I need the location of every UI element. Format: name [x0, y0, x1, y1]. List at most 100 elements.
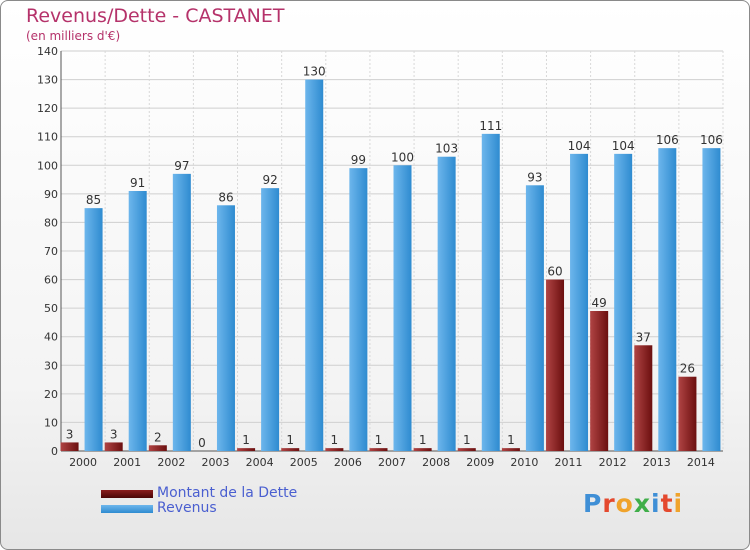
- logo-letter: i: [673, 489, 684, 518]
- bar-revenus: [702, 148, 721, 451]
- grid-lines: [60, 50, 724, 452]
- bars: [60, 79, 721, 452]
- bar-dette: [678, 376, 697, 451]
- x-tick-label: 2010: [510, 456, 538, 469]
- bar-revenus: [570, 153, 589, 451]
- data-label-dette: 3: [110, 427, 118, 441]
- data-label-revenus: 106: [656, 133, 679, 147]
- bar-revenus: [305, 79, 324, 452]
- bar-dette: [281, 448, 300, 451]
- data-label-dette: 1: [375, 433, 383, 447]
- bar-revenus: [128, 191, 147, 451]
- legend-swatch-dette: [101, 490, 153, 498]
- x-tick-label: 2004: [246, 456, 274, 469]
- x-tick-label: 2003: [201, 456, 229, 469]
- data-label-dette: 1: [507, 433, 515, 447]
- bar-dette: [457, 448, 476, 451]
- bar-revenus: [481, 133, 500, 451]
- y-tick-label: 60: [44, 274, 58, 287]
- x-tick-label: 2000: [69, 456, 97, 469]
- data-label-revenus: 97: [174, 159, 189, 173]
- data-label-dette: 49: [592, 296, 607, 310]
- bar-revenus: [172, 173, 191, 451]
- data-label-revenus: 85: [86, 193, 101, 207]
- logo-letter: t: [660, 489, 674, 518]
- legend-label-revenus: Revenus: [157, 500, 217, 516]
- data-label-dette: 0: [198, 436, 206, 450]
- y-tick-label: 120: [37, 102, 58, 115]
- chart-subtitle: (en milliers d'€): [26, 29, 121, 43]
- data-label-revenus: 106: [700, 133, 723, 147]
- legend-label-dette: Montant de la Dette: [157, 485, 298, 501]
- y-tick-label: 90: [44, 188, 58, 201]
- data-label-revenus: 103: [435, 142, 458, 156]
- bar-dette: [546, 279, 565, 451]
- bar-revenus: [261, 188, 280, 451]
- y-tick-label: 110: [37, 131, 58, 144]
- y-tick-label: 130: [37, 74, 58, 87]
- x-tick-label: 2014: [687, 456, 715, 469]
- bar-dette: [104, 442, 123, 451]
- legend-swatch-revenus: [101, 505, 153, 513]
- bar-revenus: [84, 208, 103, 451]
- bar-revenus: [216, 205, 235, 451]
- bar-dette: [60, 442, 79, 451]
- x-tick-label: 2007: [378, 456, 406, 469]
- bar-dette: [634, 345, 653, 451]
- bar-dette: [148, 445, 167, 451]
- y-tick-label: 20: [44, 388, 58, 401]
- bar-revenus: [658, 148, 677, 451]
- x-tick-label: 2009: [466, 456, 494, 469]
- bar-dette: [369, 448, 388, 451]
- y-tick-label: 70: [44, 245, 58, 258]
- x-tick-label: 2008: [422, 456, 450, 469]
- data-label-dette: 2: [154, 430, 162, 444]
- y-tick-label: 10: [44, 416, 58, 429]
- y-tick-label: 140: [37, 45, 58, 58]
- data-label-revenus: 86: [218, 190, 233, 204]
- data-label-dette: 1: [331, 433, 339, 447]
- x-tick-label: 2001: [113, 456, 141, 469]
- data-label-revenus: 93: [527, 170, 542, 184]
- x-tick-label: 2005: [290, 456, 318, 469]
- data-label-dette: 1: [463, 433, 471, 447]
- data-label-revenus: 92: [262, 173, 277, 187]
- logo-letter: x: [633, 489, 651, 518]
- data-label-revenus: 111: [479, 119, 502, 133]
- data-label-revenus: 130: [303, 65, 326, 79]
- y-tick-label: 0: [51, 445, 58, 458]
- data-label-dette: 1: [286, 433, 294, 447]
- data-label-dette: 37: [636, 330, 651, 344]
- y-tick-label: 100: [37, 159, 58, 172]
- data-label-dette: 1: [419, 433, 427, 447]
- data-label-revenus: 104: [568, 139, 591, 153]
- bar-dette: [590, 311, 609, 451]
- data-label-dette: 26: [680, 362, 695, 376]
- bar-revenus: [525, 185, 544, 452]
- data-label-dette: 60: [547, 265, 562, 279]
- y-tick-label: 30: [44, 359, 58, 372]
- data-label-revenus: 91: [130, 176, 145, 190]
- y-tick-label: 40: [44, 331, 58, 344]
- bar-dette: [325, 448, 344, 451]
- data-label-revenus: 100: [391, 150, 414, 164]
- logo-letter: o: [615, 489, 634, 518]
- bar-revenus: [437, 156, 456, 451]
- x-tick-label: 2013: [643, 456, 671, 469]
- y-tick-label: 80: [44, 216, 58, 229]
- logo-letter: P: [583, 489, 603, 518]
- bar-revenus: [393, 165, 412, 452]
- data-label-revenus: 99: [351, 153, 366, 167]
- chart-title: Revenus/Dette - CASTANET: [26, 5, 285, 27]
- proxiti-logo: Proxiti: [583, 489, 683, 518]
- bar-dette: [501, 448, 520, 451]
- x-tick-label: 2002: [157, 456, 185, 469]
- y-tick-label: 50: [44, 302, 58, 315]
- bar-revenus: [349, 168, 368, 451]
- logo-letter: r: [602, 489, 616, 518]
- data-label-dette: 1: [242, 433, 250, 447]
- x-tick-label: 2011: [555, 456, 583, 469]
